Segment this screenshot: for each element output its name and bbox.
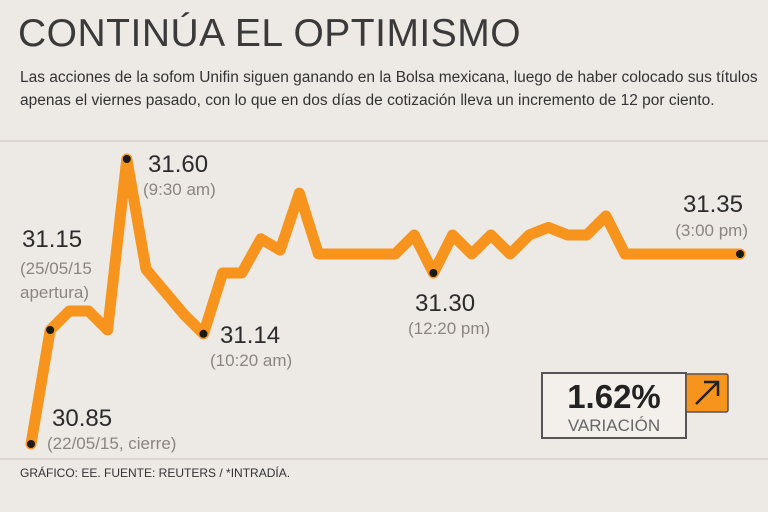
value-label: 31.60 bbox=[148, 151, 208, 178]
point-note: (10:20 am) bbox=[210, 351, 292, 370]
price-line bbox=[25, 153, 746, 450]
value-label: 31.35 bbox=[683, 191, 743, 218]
point-note: apertura) bbox=[20, 283, 89, 302]
point-dot bbox=[736, 250, 744, 258]
point-note: (22/05/15, cierre) bbox=[47, 434, 176, 453]
variation-label: VARIACIÓN bbox=[568, 416, 660, 435]
point-note: (12:20 pm) bbox=[408, 319, 490, 338]
point-dot bbox=[122, 155, 131, 163]
point-dot bbox=[199, 329, 208, 338]
title: CONTINÚA EL OPTIMISMO bbox=[18, 12, 522, 55]
arrow-icon bbox=[695, 380, 720, 405]
subtitle: Las acciones de la sofom Unifin siguen g… bbox=[20, 69, 758, 109]
point-note: (25/05/15 bbox=[20, 259, 92, 278]
value-label: 30.85 bbox=[52, 405, 112, 432]
value-label: 31.15 bbox=[22, 226, 82, 253]
source: GRÁFICO: EE. FUENTE: REUTERS / *INTRADÍA… bbox=[20, 466, 291, 480]
point-dot bbox=[46, 326, 55, 334]
variation-value: 1.62% bbox=[567, 378, 661, 415]
point-note: (3:00 pm) bbox=[675, 221, 748, 240]
variation-box bbox=[541, 372, 687, 439]
point-note: (9:30 am) bbox=[143, 180, 216, 199]
point-dot bbox=[27, 440, 35, 448]
value-label: 31.14 bbox=[220, 322, 280, 349]
point-dot bbox=[429, 269, 438, 277]
value-label: 31.30 bbox=[415, 290, 475, 317]
